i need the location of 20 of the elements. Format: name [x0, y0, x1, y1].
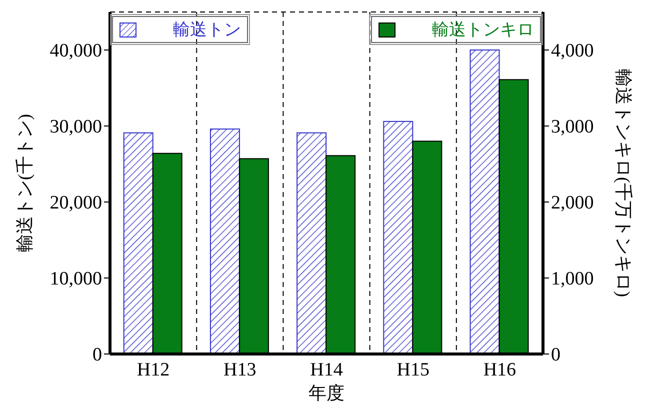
- x-tick-label: H15: [396, 359, 430, 380]
- x-tick-label: H16: [483, 359, 516, 380]
- x-tick-label: H14: [310, 359, 344, 380]
- x-tick-label: H12: [136, 359, 170, 380]
- text: 輸送トン: [173, 19, 241, 41]
- y2-tick-label: 0: [551, 344, 560, 366]
- y2-tick-label: 4,000: [551, 40, 594, 62]
- y2-tick-label: 2,000: [551, 192, 594, 214]
- y2-tick-label: 1,000: [551, 268, 594, 290]
- y-tick-label: 20,000: [50, 192, 102, 214]
- y2-tick-label: 3,000: [551, 116, 594, 138]
- x-axis-title: 年度: [308, 383, 344, 403]
- legend-label: 輸送トンキロ: [432, 19, 534, 41]
- y-axis-title: 輸送トン(千トン): [14, 114, 34, 252]
- x-tick-label: H13: [224, 359, 256, 380]
- y-tick-label: 10,000: [50, 268, 102, 290]
- y-tick-label: 0: [92, 344, 102, 366]
- y-tick-label: 40,000: [50, 40, 102, 62]
- y-tick-label: 30,000: [50, 116, 102, 138]
- y2-axis-title: 輸送トンキロ(千万トンキロ): [614, 69, 634, 297]
